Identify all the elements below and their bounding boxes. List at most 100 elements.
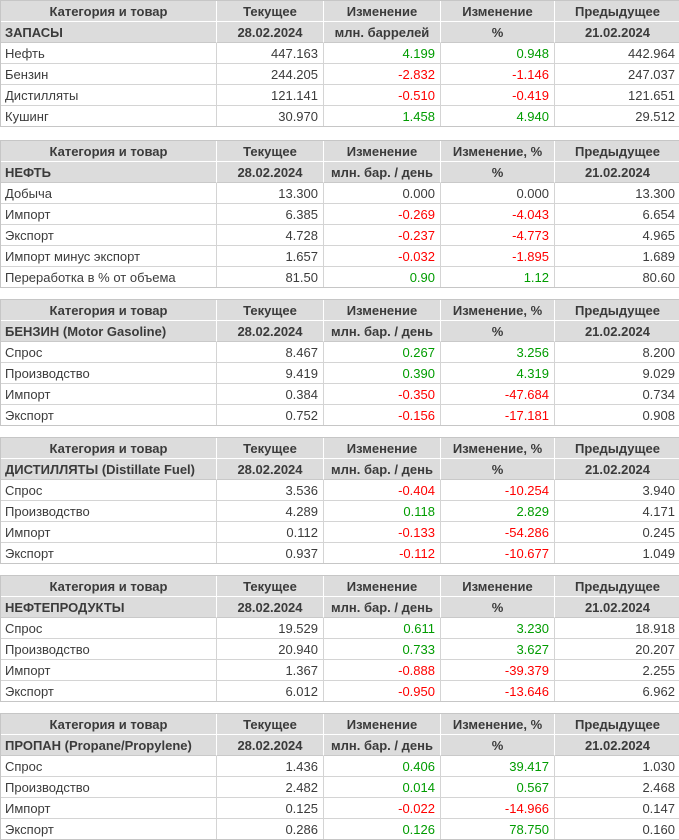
- value-previous: 3.940: [555, 480, 679, 501]
- row-label: Спрос: [1, 618, 217, 639]
- value-current: 244.205: [217, 64, 324, 85]
- subheader-row: ДИСТИЛЛЯТЫ (Distillate Fuel) 28.02.2024 …: [1, 459, 679, 480]
- percent-label: %: [441, 22, 555, 43]
- row-label: Экспорт: [1, 819, 217, 839]
- table-row: Импорт 0.384 -0.350 -47.684 0.734: [1, 384, 679, 405]
- row-label: Производство: [1, 639, 217, 660]
- col-header-previous: Предыдущее: [555, 438, 679, 459]
- value-current: 4.289: [217, 501, 324, 522]
- table-row: Кушинг 30.970 1.458 4.940 29.512: [1, 106, 679, 126]
- value-previous: 442.964: [555, 43, 679, 64]
- row-label: Импорт: [1, 204, 217, 225]
- value-current: 81.50: [217, 267, 324, 287]
- value-change: 0.126: [324, 819, 441, 839]
- current-date: 28.02.2024: [217, 22, 324, 43]
- value-previous: 8.200: [555, 342, 679, 363]
- current-date: 28.02.2024: [217, 321, 324, 342]
- percent-label: %: [441, 321, 555, 342]
- col-header-change: Изменение: [324, 1, 441, 22]
- row-label: Дистилляты: [1, 85, 217, 106]
- value-change-pct: -47.684: [441, 384, 555, 405]
- value-change: -0.032: [324, 246, 441, 267]
- col-header-change-pct: Изменение, %: [441, 438, 555, 459]
- value-previous: 0.160: [642, 821, 675, 837]
- table-row: Производство 9.419 0.390 4.319 9.029: [1, 363, 679, 384]
- col-header-category: Категория и товар: [1, 1, 217, 22]
- value-change: -0.404: [324, 480, 441, 501]
- header-row: Категория и товар Текущее Изменение Изме…: [1, 714, 679, 735]
- col-header-category: Категория и товар: [1, 576, 217, 597]
- col-header-current: Текущее: [217, 300, 324, 321]
- header-row: Категория и товар Текущее Изменение Изме…: [1, 300, 679, 321]
- value-change: -2.832: [324, 64, 441, 85]
- value-change: 0.90: [324, 267, 441, 287]
- value-previous: 13.300: [555, 183, 679, 204]
- table-row: Спрос 1.436 0.406 39.417 1.030: [1, 756, 679, 777]
- previous-date: 21.02.2024: [555, 162, 679, 183]
- value-change-pct: -4.773: [441, 225, 555, 246]
- table-row: Спрос 19.529 0.611 3.230 18.918: [1, 618, 679, 639]
- table-row: Импорт минус экспорт 1.657 -0.032 -1.895 1.6…: [1, 246, 679, 267]
- unit-label: млн. бар. / день: [324, 459, 441, 480]
- value-current: 1.657: [217, 246, 324, 267]
- table-row: Нефть 447.163 4.199 0.948 442.964: [1, 43, 679, 64]
- value-previous: 4.171: [555, 501, 679, 522]
- table-row: Экспорт 6.012 -0.950 -13.646 6.962: [1, 681, 679, 701]
- value-current: 20.940: [217, 639, 324, 660]
- value-previous: 4.965: [555, 225, 679, 246]
- value-change-pct: 3.230: [441, 618, 555, 639]
- value-previous: 29.512: [635, 108, 675, 124]
- gasoline-table: Категория и товар Текущее Изменение Изме…: [0, 299, 679, 426]
- current-date: 28.02.2024: [217, 735, 324, 756]
- value-change-pct: 4.940: [441, 106, 555, 126]
- row-label: Импорт минус экспорт: [1, 246, 217, 267]
- value-change: 0.390: [324, 363, 441, 384]
- value-previous: 0.908: [642, 407, 675, 423]
- col-header-current: Текущее: [217, 141, 324, 162]
- col-header-category: Категория и товар: [1, 300, 217, 321]
- row-label: Экспорт: [1, 405, 217, 425]
- value-change-pct: -13.646: [441, 681, 555, 701]
- value-change-pct: 39.417: [441, 756, 555, 777]
- section-title: ЗАПАСЫ: [1, 22, 217, 43]
- value-current: 13.300: [217, 183, 324, 204]
- header-row: Категория и товар Текущее Изменение Изме…: [1, 1, 679, 22]
- row-label: Кушинг: [1, 106, 217, 126]
- row-label: Импорт: [1, 522, 217, 543]
- table-row: Импорт 6.385 -0.269 -4.043 6.654: [1, 204, 679, 225]
- value-current: 6.012: [217, 681, 324, 701]
- percent-label: %: [441, 162, 555, 183]
- value-change: 4.199: [324, 43, 441, 64]
- value-change-pct: 3.256: [441, 342, 555, 363]
- value-change: -0.350: [324, 384, 441, 405]
- value-change-pct: -4.043: [441, 204, 555, 225]
- row-label: Спрос: [1, 480, 217, 501]
- col-header-category: Категория и товар: [1, 714, 217, 735]
- col-header-previous: Предыдущее: [555, 1, 679, 22]
- section-title: НЕФТЕПРОДУКТЫ: [1, 597, 217, 618]
- section-title: ПРОПАН (Propane/Propylene): [1, 735, 217, 756]
- value-change: -0.269: [324, 204, 441, 225]
- value-current: 2.482: [217, 777, 324, 798]
- value-current: 3.536: [217, 480, 324, 501]
- row-label: Добыча: [1, 183, 217, 204]
- value-current: 0.125: [217, 798, 324, 819]
- inventory-table: Категория и товар Текущее Изменение Изме…: [0, 0, 679, 127]
- value-previous: 9.029: [555, 363, 679, 384]
- row-label: Спрос: [1, 342, 217, 363]
- table-row: Импорт 1.367 -0.888 -39.379 2.255: [1, 660, 679, 681]
- value-current: 447.163: [217, 43, 324, 64]
- col-header-current: Текущее: [217, 1, 324, 22]
- value-previous: 6.962: [642, 683, 675, 699]
- value-change-pct: -17.181: [441, 405, 555, 425]
- previous-date: 21.02.2024: [555, 597, 679, 618]
- header-row: Категория и товар Текущее Изменение Изме…: [1, 576, 679, 597]
- value-change-pct: -39.379: [441, 660, 555, 681]
- value-current: 1.367: [217, 660, 324, 681]
- table-row: Производство 2.482 0.014 0.567 2.468: [1, 777, 679, 798]
- value-change-pct: 1.12: [441, 267, 555, 287]
- value-change-pct: 78.750: [441, 819, 555, 839]
- value-change: -0.022: [324, 798, 441, 819]
- value-change: 0.267: [324, 342, 441, 363]
- value-previous: 20.207: [555, 639, 679, 660]
